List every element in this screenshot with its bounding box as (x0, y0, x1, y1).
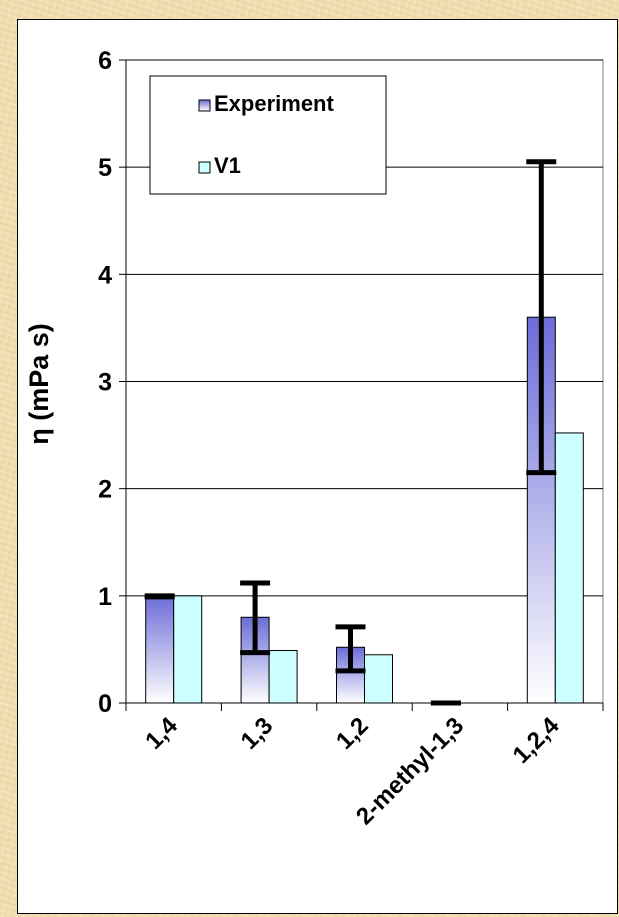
x-tick-label: 1,2,4 (508, 712, 565, 769)
x-tick-label: 1,3 (236, 712, 279, 755)
bar-v1 (364, 654, 393, 704)
y-tick-label: 3 (98, 369, 112, 397)
bar-experiment (145, 595, 175, 704)
x-tick-label: 1,2 (331, 712, 374, 755)
y-tick-label: 6 (98, 47, 112, 75)
y-axis-label: η (mPa s) (24, 323, 54, 445)
y-tick-label: 1 (98, 583, 112, 611)
legend-label-v1: V1 (214, 153, 241, 178)
legend-swatch-experiment (198, 99, 211, 112)
y-tick-label: 0 (98, 690, 112, 718)
legend: Experiment V1 (149, 75, 387, 195)
legend-box (149, 75, 387, 195)
y-tick-label: 4 (98, 261, 112, 289)
legend-label-experiment: Experiment (214, 91, 334, 116)
bar-v1 (268, 649, 298, 704)
y-tick-label: 2 (98, 476, 112, 504)
bar-v1 (554, 432, 584, 704)
legend-swatch-v1 (198, 161, 211, 174)
y-tick-label: 5 (98, 154, 112, 182)
bar-v1 (173, 595, 203, 704)
x-tick-label: 1,4 (140, 712, 183, 755)
